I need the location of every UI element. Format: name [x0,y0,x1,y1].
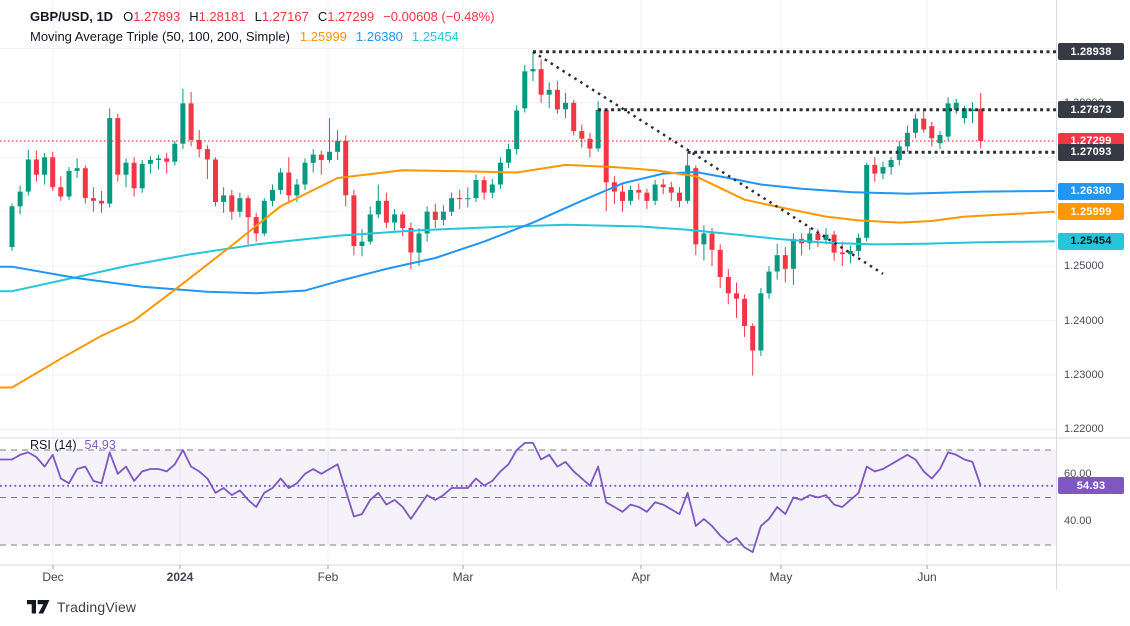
tradingview-logo-icon [27,600,50,614]
time-axis-label-mar: Mar [452,570,474,584]
sma100-value: 1.26380 [355,28,403,44]
symbol-title[interactable]: GBP/USD, 1D [30,8,114,24]
time-axis-label-feb: Feb [317,570,339,584]
rsi-legend-row: RSI (14) 54.93 [30,438,116,452]
chart-legend: GBP/USD, 1D O1.27893 H1.28181 L1.27167 C… [30,6,495,46]
time-axis-label-2024: 2024 [166,570,194,584]
sma50-value: 1.25999 [299,28,347,44]
time-axis-label-dec: Dec [42,570,64,584]
time-axis-label-jun: Jun [917,570,937,584]
rsi-title[interactable]: RSI (14) [30,438,77,452]
price-label-badge-level: 1.28938 [1058,43,1124,61]
high-value: H1.28181 [189,8,246,24]
price-scale-label: 1.24000 [1064,314,1104,327]
rsi-value-badge: 54.93 [1058,477,1124,495]
price-label-badge-level: 1.27093 [1058,143,1124,161]
indicator-legend-row: Moving Average Triple (50, 100, 200, Sim… [30,26,495,46]
rsi-scale-label: 60.00 [1064,467,1092,480]
time-axis-label-apr: Apr [631,570,651,584]
tradingview-logo[interactable]: TradingView [27,599,136,615]
price-label-badge-sma50: 1.25999 [1058,203,1124,221]
price-label-badge-level: 1.27873 [1058,101,1124,119]
price-label-badge-sma100: 1.26380 [1058,182,1124,200]
close-value: C1.27299 [317,8,375,24]
price-scale-label: 1.23000 [1064,368,1104,381]
low-value: L1.27167 [254,8,309,24]
price-axis[interactable]: 1.280001.250001.240001.230001.2200060.00… [1057,0,1130,590]
indicator-title[interactable]: Moving Average Triple (50, 100, 200, Sim… [30,28,290,44]
price-label-badge-sma200: 1.25454 [1058,232,1124,250]
sma200-value: 1.25454 [411,28,459,44]
change-value: −0.00608 (−0.48%) [383,8,495,24]
rsi-current-value: 54.93 [84,438,116,452]
time-axis[interactable]: Dec 2024 Feb Mar Apr May Jun [0,565,1130,590]
open-value: O1.27893 [123,8,181,24]
price-scale-label: 1.25000 [1064,260,1104,273]
time-axis-label-may: May [769,570,793,584]
symbol-legend-row: GBP/USD, 1D O1.27893 H1.28181 L1.27167 C… [30,6,495,26]
rsi-scale-label: 40.00 [1064,515,1092,528]
price-scale-label: 1.22000 [1064,423,1104,436]
tradingview-logo-text: TradingView [57,599,137,615]
